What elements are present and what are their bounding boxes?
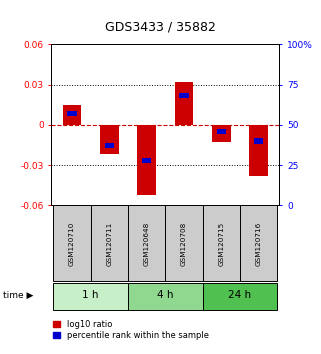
FancyBboxPatch shape: [165, 205, 203, 281]
FancyBboxPatch shape: [128, 205, 165, 281]
FancyBboxPatch shape: [203, 205, 240, 281]
Text: GSM120648: GSM120648: [143, 221, 150, 266]
Bar: [67, 111, 77, 116]
FancyBboxPatch shape: [91, 205, 128, 281]
Text: GSM120715: GSM120715: [218, 221, 224, 266]
Text: GSM120708: GSM120708: [181, 221, 187, 266]
Bar: [249, 125, 268, 176]
Text: 24 h: 24 h: [229, 290, 252, 300]
Bar: [137, 125, 156, 195]
Bar: [254, 138, 264, 144]
Bar: [142, 158, 151, 163]
FancyBboxPatch shape: [203, 283, 277, 310]
Text: 1 h: 1 h: [82, 290, 99, 300]
Bar: [63, 105, 81, 125]
Text: 4 h: 4 h: [157, 290, 174, 300]
Text: GSM120716: GSM120716: [256, 221, 262, 266]
FancyBboxPatch shape: [53, 205, 91, 281]
Legend: log10 ratio, percentile rank within the sample: log10 ratio, percentile rank within the …: [52, 319, 210, 341]
Bar: [212, 125, 231, 142]
Bar: [105, 143, 114, 148]
FancyBboxPatch shape: [128, 283, 203, 310]
Bar: [175, 82, 193, 125]
Bar: [217, 129, 226, 134]
Bar: [100, 125, 119, 154]
Text: time ▶: time ▶: [3, 291, 34, 299]
FancyBboxPatch shape: [53, 283, 128, 310]
Text: GSM120710: GSM120710: [69, 221, 75, 266]
Text: GSM120711: GSM120711: [106, 221, 112, 266]
Bar: [179, 93, 189, 98]
FancyBboxPatch shape: [240, 205, 277, 281]
Text: GDS3433 / 35882: GDS3433 / 35882: [105, 21, 216, 34]
